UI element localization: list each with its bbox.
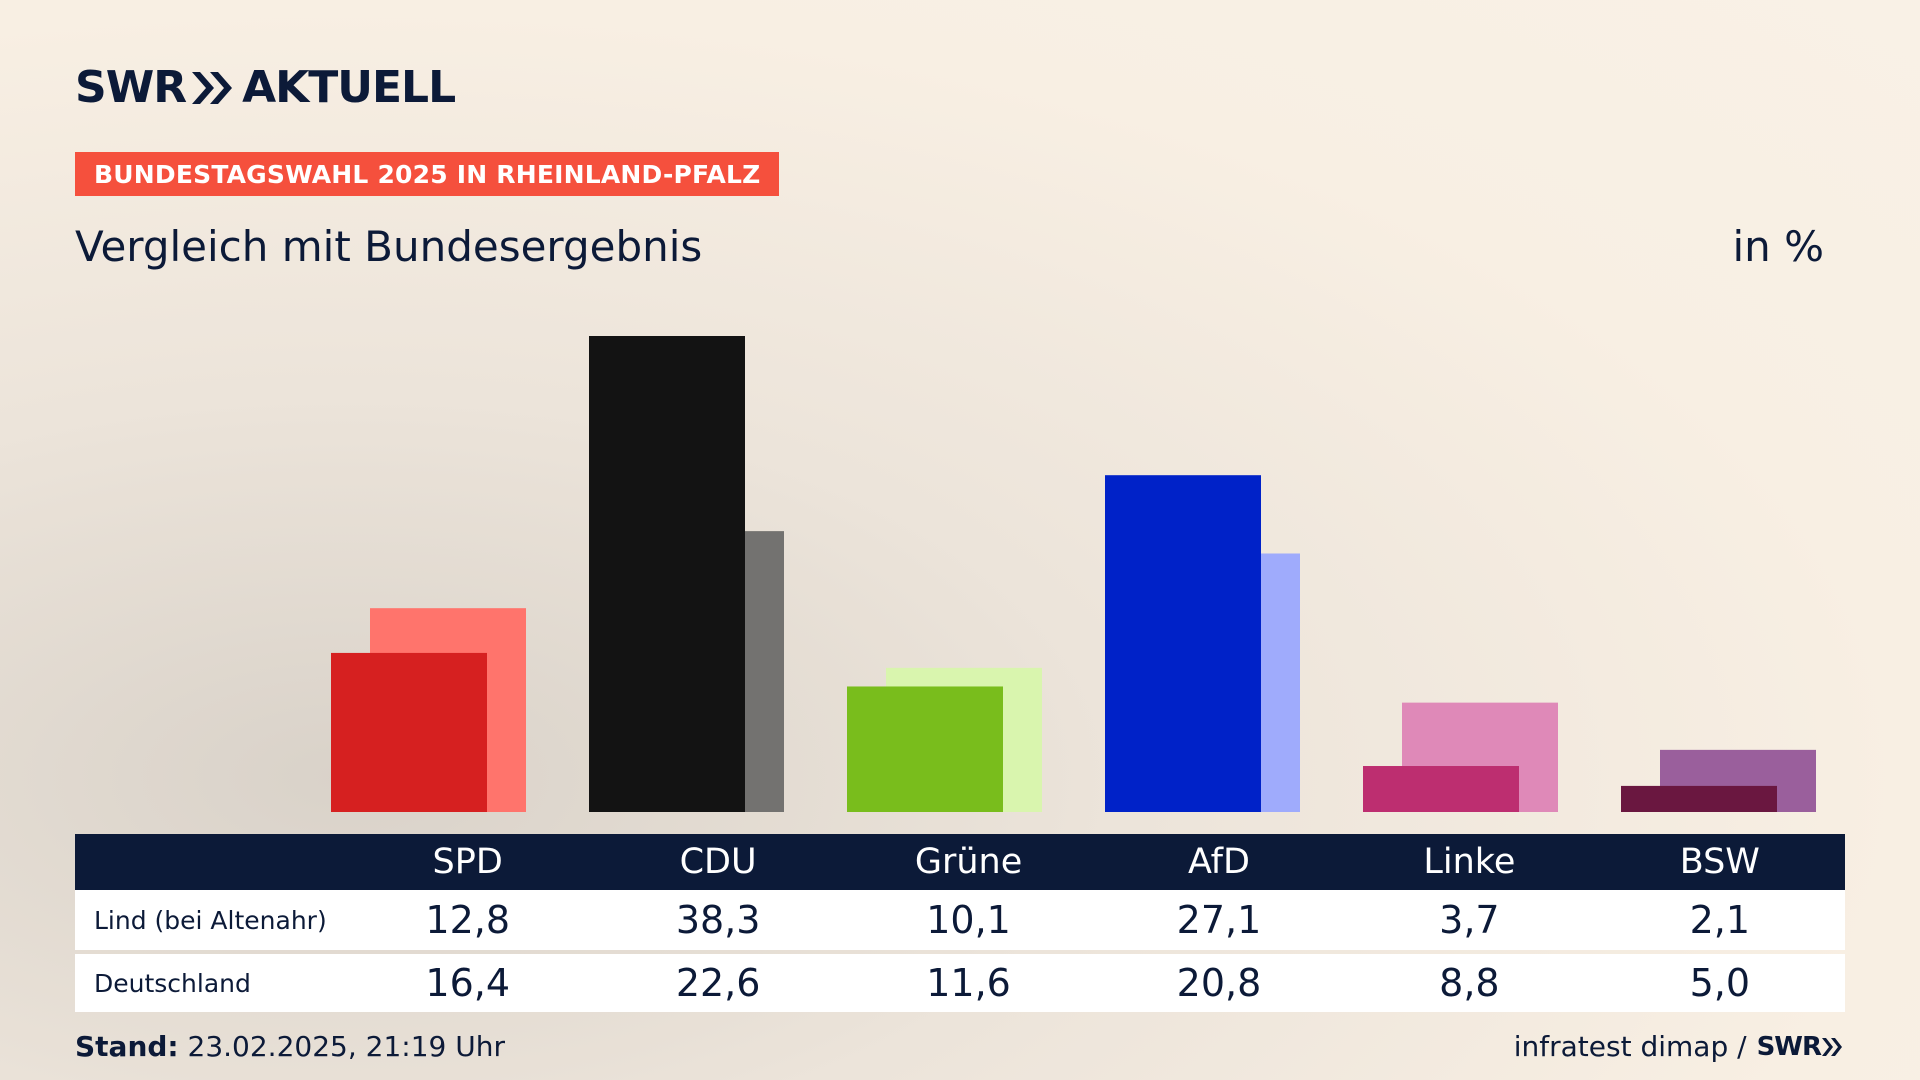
party-header: SPD xyxy=(432,842,503,882)
election-badge: BUNDESTAGSWAHL 2025 IN RHEINLAND-PFALZ xyxy=(75,152,780,196)
value-cell: 27,1 xyxy=(1176,898,1262,942)
logo-swr-text: SWR xyxy=(75,62,187,113)
unit-label: in % xyxy=(1732,222,1824,271)
double-chevron-icon xyxy=(192,72,233,104)
party-header: AfD xyxy=(1187,842,1250,882)
bar-grüne-lind xyxy=(847,686,1003,812)
bar-bsw-lind xyxy=(1621,785,1777,812)
chart-subtitle: Vergleich mit Bundesergebnis xyxy=(75,222,703,271)
value-cell: 11,6 xyxy=(926,961,1011,1005)
table-row: Lind (bei Altenahr) 12,8 38,3 10,1 27,1 … xyxy=(75,890,1845,950)
row-label: Lind (bei Altenahr) xyxy=(94,905,327,935)
party-header: Linke xyxy=(1423,842,1516,882)
value-cell: 22,6 xyxy=(675,961,761,1005)
value-cell: 10,1 xyxy=(926,898,1011,942)
value-cell: 16,4 xyxy=(425,961,510,1005)
value-cell: 5,0 xyxy=(1689,961,1751,1005)
stand-label: Stand: xyxy=(75,1030,179,1063)
small-swr-logo: SWR xyxy=(1756,1031,1822,1062)
bar-cdu-lind xyxy=(589,336,745,812)
value-cell: 3,7 xyxy=(1439,898,1500,942)
value-cell: 8,8 xyxy=(1439,961,1500,1005)
table-row: Deutschland 16,4 22,6 11,6 20,8 8,8 5,0 xyxy=(75,954,1845,1012)
bars-group xyxy=(331,336,1816,812)
bar-afd-lind xyxy=(1105,475,1261,812)
stand-value: 23.02.2025, 21:19 Uhr xyxy=(178,1030,505,1063)
small-chevron-icon xyxy=(1822,1037,1842,1056)
table-header: SPD CDU Grüne AfD Linke BSW xyxy=(75,834,1845,890)
source-credit: infratest dimap / SWR xyxy=(1514,1030,1843,1063)
source-text: infratest dimap / xyxy=(1513,1030,1747,1063)
party-header: BSW xyxy=(1679,842,1760,882)
bar-linke-lind xyxy=(1363,766,1519,812)
row-label: Deutschland xyxy=(94,968,251,998)
value-cell: 20,8 xyxy=(1176,961,1262,1005)
bar-spd-lind xyxy=(331,652,487,812)
swr-aktuell-logo: SWR AKTUELL xyxy=(75,62,456,113)
results-table: SPD CDU Grüne AfD Linke BSW Lind (bei Al… xyxy=(75,834,1845,1012)
value-cell: 2,1 xyxy=(1689,898,1751,942)
value-cell: 12,8 xyxy=(425,898,510,942)
value-cell: 38,3 xyxy=(675,898,761,942)
party-header: CDU xyxy=(679,842,757,882)
timestamp: Stand: 23.02.2025, 21:19 Uhr xyxy=(75,1030,505,1063)
logo-aktuell-text: AKTUELL xyxy=(242,62,456,113)
party-header: Grüne xyxy=(914,842,1023,882)
